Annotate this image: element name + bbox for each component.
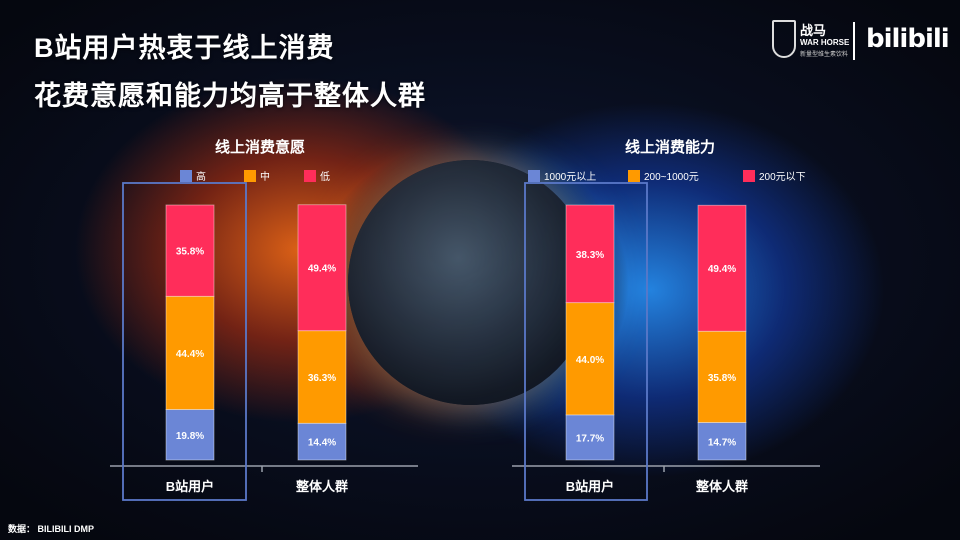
warhorse-tag: 新量型维生素饮料 [800, 52, 849, 58]
highlight-box [524, 182, 648, 501]
bar-segment [565, 302, 615, 416]
legend-label: 高 [196, 172, 206, 183]
bar-segment [565, 204, 615, 304]
data-label: 44.0% [576, 355, 604, 366]
legend-swatch [628, 169, 640, 182]
horse-emblem-icon [772, 20, 796, 58]
legend-willingness: 高 中 低 [180, 168, 330, 183]
data-label: 17.7% [576, 433, 604, 444]
data-label: 19.8% [176, 431, 204, 442]
bar-segment [165, 204, 215, 297]
chart-title-ability: 线上消费能力 [624, 139, 715, 156]
category-label: B站用户 [566, 479, 614, 494]
legend-item: 中 [244, 168, 304, 183]
bilibili-logo: bilibili [866, 24, 950, 54]
bar-segment [697, 204, 747, 332]
category-label: B站用户 [166, 479, 214, 494]
warhorse-mark: 战马 [800, 23, 827, 38]
bar-segment [165, 295, 215, 410]
legend-swatch [244, 169, 256, 182]
data-label: 38.3% [576, 250, 604, 261]
legend-item: 200~1000元 [628, 168, 743, 183]
bar-segment [297, 204, 347, 332]
bar-segment [297, 330, 347, 424]
legend-item: 低 [304, 168, 330, 183]
highlight-box [122, 182, 247, 501]
data-label: 49.4% [708, 264, 736, 275]
category-label: 整体人群 [695, 479, 748, 494]
legend-swatch [528, 169, 540, 182]
bar-segment [165, 409, 215, 461]
data-label: 14.4% [308, 438, 336, 449]
legend-item: 高 [180, 168, 244, 183]
data-label: 44.4% [176, 349, 204, 360]
data-label: 35.8% [176, 247, 204, 258]
data-label: 49.4% [308, 264, 336, 275]
logo-divider [853, 22, 855, 60]
legend-swatch [304, 169, 316, 182]
warhorse-logo: 战马 WAR HORSE 新量型维生素饮料 [768, 18, 850, 62]
legend-item: 200元以下 [743, 168, 806, 183]
chart-title-willingness: 线上消费意愿 [214, 139, 305, 156]
legend-item: 1000元以上 [528, 168, 628, 183]
legend-label: 低 [320, 172, 330, 183]
legend-label: 200元以下 [759, 172, 806, 183]
legend-label: 中 [260, 172, 270, 183]
page-title-line1: B站用户热衷于线上消费 [34, 33, 335, 63]
legend-ability: 1000元以上 200~1000元 200元以下 [528, 168, 806, 183]
source-footnote: 数据： BILIBILI DMP [8, 524, 94, 534]
bar-segment [697, 330, 747, 423]
warhorse-brand: WAR HORSE [800, 38, 850, 47]
data-label: 14.7% [708, 437, 736, 448]
bar-segment [697, 422, 747, 461]
legend-label: 200~1000元 [644, 172, 699, 183]
planet-image [348, 160, 593, 405]
legend-label: 1000元以上 [544, 172, 597, 183]
legend-swatch [743, 169, 755, 182]
bar-segment [565, 414, 615, 461]
bar-segment [297, 422, 347, 461]
data-label: 35.8% [708, 373, 736, 384]
legend-swatch [180, 169, 192, 182]
data-label: 36.3% [308, 373, 336, 384]
category-label: 整体人群 [295, 479, 348, 494]
page-title-line2: 花费意愿和能力均高于整体人群 [34, 81, 426, 111]
